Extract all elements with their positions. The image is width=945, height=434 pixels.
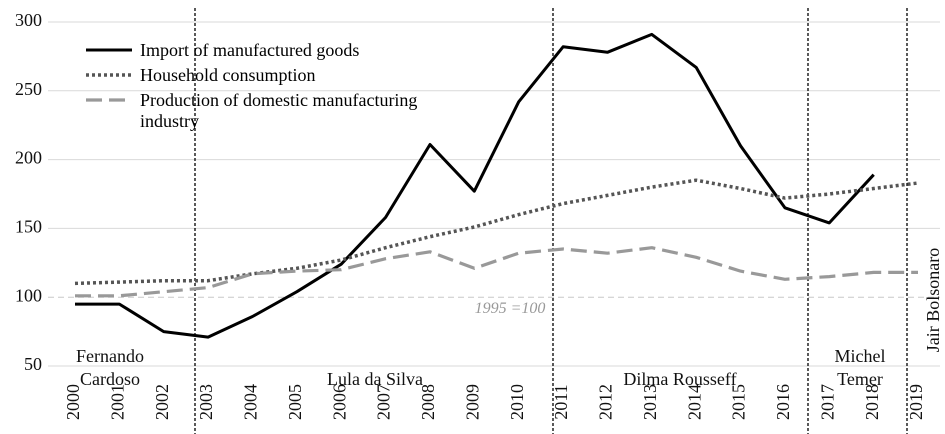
x-tick-label: 2006 xyxy=(329,384,349,420)
legend-item: Import of manufactured goods xyxy=(86,40,420,61)
legend-item: Production of domestic manufacturing ind… xyxy=(86,90,420,132)
legend-item: Household consumption xyxy=(86,65,420,86)
x-tick-label: 2016 xyxy=(773,384,793,420)
x-tick-label: 2001 xyxy=(107,384,127,420)
series-line xyxy=(75,32,875,339)
x-tick-label: 2004 xyxy=(241,384,261,420)
legend-swatch xyxy=(86,48,132,52)
legend: Import of manufactured goods Household co… xyxy=(86,40,420,136)
y-tick-label: 300 xyxy=(15,10,42,30)
x-tick-label: 2008 xyxy=(418,384,438,420)
period-label: Dilma Rousseff xyxy=(623,369,736,389)
x-tick-label: 2000 xyxy=(63,384,83,420)
legend-label: Household consumption xyxy=(140,65,316,85)
period-label: Fernando xyxy=(76,346,144,366)
legend-swatch xyxy=(86,73,132,77)
period-label: Temer xyxy=(837,369,883,389)
x-tick-label: 2014 xyxy=(684,384,704,420)
x-tick-label: 2003 xyxy=(196,384,216,420)
x-tick-label: 2015 xyxy=(729,384,749,420)
x-tick-label: 2010 xyxy=(507,384,527,420)
x-tick-label: 2012 xyxy=(596,384,616,420)
x-tick-label: 2013 xyxy=(640,384,660,420)
y-tick-label: 50 xyxy=(24,354,42,374)
period-label: Michel xyxy=(835,346,886,366)
series-line xyxy=(74,178,919,286)
y-tick-label: 200 xyxy=(15,148,42,168)
x-tick-label: 2019 xyxy=(906,384,926,420)
series-line xyxy=(75,246,918,298)
period-label: Cardoso xyxy=(80,369,140,389)
x-tick-label: 2011 xyxy=(551,384,571,419)
x-tick-label: 2009 xyxy=(462,384,482,420)
x-tick-label: 2007 xyxy=(374,384,394,420)
legend-label: Production of domestic manufacturing ind… xyxy=(140,90,418,131)
x-tick-label: 2017 xyxy=(817,384,837,420)
x-tick-label: 2002 xyxy=(152,384,172,420)
y-tick-label: 150 xyxy=(15,217,42,237)
baseline-label: 1995 =100 xyxy=(475,300,546,317)
x-tick-label: 2005 xyxy=(285,384,305,420)
period-label: Lula da Silva xyxy=(327,369,423,389)
y-tick-label: 250 xyxy=(15,79,42,99)
period-label: Jair Bolsonaro xyxy=(923,248,943,352)
legend-label: Import of manufactured goods xyxy=(140,40,360,60)
legend-swatch xyxy=(86,98,132,102)
y-tick-label: 100 xyxy=(15,285,42,305)
x-tick-label: 2018 xyxy=(862,384,882,420)
